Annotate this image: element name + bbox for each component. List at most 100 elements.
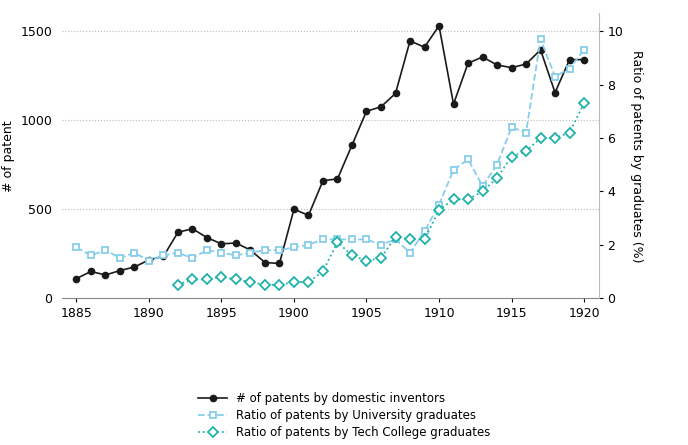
Ratio of patents by University graduates	[246, 250, 255, 255]
Ratio of patents by University graduates	[348, 237, 356, 242]
Ratio of patents by Tech College graduates	[377, 255, 385, 261]
# of patents by domestic inventors	[449, 101, 458, 107]
Ratio of patents by University graduates	[290, 245, 298, 250]
# of patents by domestic inventors	[551, 90, 559, 95]
Ratio of patents by Tech College graduates	[537, 135, 545, 141]
Ratio of patents by Tech College graduates	[189, 277, 197, 282]
# of patents by domestic inventors	[478, 54, 486, 60]
# of patents by domestic inventors	[493, 62, 501, 68]
Ratio of patents by Tech College graduates	[406, 237, 414, 242]
Ratio of patents by University graduates	[203, 247, 211, 253]
Ratio of patents by University graduates	[478, 183, 486, 189]
Ratio of patents by Tech College graduates	[435, 207, 443, 213]
# of patents by domestic inventors	[232, 240, 240, 246]
Y-axis label: Ratio of patents by graduates (%): Ratio of patents by graduates (%)	[630, 49, 643, 262]
Line: # of patents by domestic inventors: # of patents by domestic inventors	[74, 23, 587, 282]
Ratio of patents by University graduates	[551, 74, 559, 79]
# of patents by domestic inventors	[420, 44, 429, 50]
Ratio of patents by University graduates	[508, 125, 516, 130]
# of patents by domestic inventors	[130, 264, 138, 270]
# of patents by domestic inventors	[435, 23, 443, 28]
Ratio of patents by Tech College graduates	[580, 101, 588, 106]
Ratio of patents by Tech College graduates	[449, 197, 458, 202]
Ratio of patents by University graduates	[493, 162, 501, 167]
Ratio of patents by University graduates	[101, 247, 109, 253]
# of patents by domestic inventors	[566, 57, 574, 62]
# of patents by domestic inventors	[377, 104, 385, 109]
# of patents by domestic inventors	[464, 61, 472, 66]
Y-axis label: # of patent: # of patent	[2, 120, 14, 191]
# of patents by domestic inventors	[580, 57, 588, 62]
Ratio of patents by Tech College graduates	[246, 279, 255, 285]
# of patents by domestic inventors	[537, 47, 545, 53]
# of patents by domestic inventors	[290, 206, 298, 212]
# of patents by domestic inventors	[144, 257, 153, 263]
Ratio of patents by University graduates	[449, 167, 458, 173]
Ratio of patents by University graduates	[391, 237, 400, 242]
Ratio of patents by Tech College graduates	[363, 258, 371, 263]
# of patents by domestic inventors	[508, 65, 516, 70]
Ratio of patents by Tech College graduates	[464, 197, 472, 202]
Ratio of patents by University graduates	[537, 36, 545, 42]
# of patents by domestic inventors	[101, 272, 109, 278]
Ratio of patents by University graduates	[304, 242, 312, 247]
# of patents by domestic inventors	[87, 269, 95, 274]
# of patents by domestic inventors	[174, 230, 182, 235]
# of patents by domestic inventors	[406, 38, 414, 44]
Ratio of patents by Tech College graduates	[261, 282, 269, 287]
Ratio of patents by University graduates	[144, 258, 153, 263]
Ratio of patents by University graduates	[130, 250, 138, 255]
Ratio of patents by Tech College graduates	[566, 130, 574, 135]
Ratio of patents by Tech College graduates	[348, 253, 356, 258]
# of patents by domestic inventors	[72, 276, 80, 281]
# of patents by domestic inventors	[217, 241, 226, 247]
Ratio of patents by University graduates	[435, 202, 443, 207]
Ratio of patents by University graduates	[580, 47, 588, 53]
Ratio of patents by Tech College graduates	[391, 234, 400, 239]
Ratio of patents by Tech College graduates	[319, 269, 327, 274]
# of patents by domestic inventors	[203, 235, 211, 240]
Ratio of patents by Tech College graduates	[290, 279, 298, 285]
Ratio of patents by Tech College graduates	[478, 189, 486, 194]
Ratio of patents by Tech College graduates	[522, 149, 530, 154]
# of patents by domestic inventors	[189, 226, 197, 231]
# of patents by domestic inventors	[348, 142, 356, 148]
Ratio of patents by University graduates	[217, 250, 226, 255]
Ratio of patents by University graduates	[319, 237, 327, 242]
Ratio of patents by Tech College graduates	[217, 274, 226, 279]
Ratio of patents by University graduates	[232, 253, 240, 258]
# of patents by domestic inventors	[246, 247, 255, 253]
Ratio of patents by University graduates	[116, 255, 124, 261]
Ratio of patents by Tech College graduates	[420, 237, 429, 242]
Line: Ratio of patents by University graduates: Ratio of patents by University graduates	[73, 36, 588, 264]
Ratio of patents by University graduates	[261, 247, 269, 253]
Ratio of patents by University graduates	[406, 250, 414, 255]
Ratio of patents by University graduates	[72, 245, 80, 250]
Ratio of patents by University graduates	[275, 247, 283, 253]
# of patents by domestic inventors	[391, 91, 400, 96]
# of patents by domestic inventors	[261, 260, 269, 265]
Ratio of patents by Tech College graduates	[203, 277, 211, 282]
Ratio of patents by Tech College graduates	[232, 277, 240, 282]
Ratio of patents by Tech College graduates	[304, 279, 312, 285]
# of patents by domestic inventors	[116, 268, 124, 273]
# of patents by domestic inventors	[363, 109, 371, 114]
Legend: # of patents by domestic inventors, Ratio of patents by University graduates, Ra: # of patents by domestic inventors, Rati…	[198, 392, 490, 439]
Ratio of patents by University graduates	[160, 253, 168, 258]
Ratio of patents by University graduates	[420, 229, 429, 234]
Ratio of patents by University graduates	[464, 157, 472, 162]
Ratio of patents by Tech College graduates	[174, 282, 182, 287]
Ratio of patents by Tech College graduates	[275, 282, 283, 287]
Ratio of patents by Tech College graduates	[551, 135, 559, 141]
Ratio of patents by University graduates	[87, 253, 95, 258]
Ratio of patents by University graduates	[377, 242, 385, 247]
Ratio of patents by University graduates	[189, 255, 197, 261]
Ratio of patents by University graduates	[363, 237, 371, 242]
Ratio of patents by University graduates	[566, 66, 574, 71]
Ratio of patents by University graduates	[334, 237, 342, 242]
Line: Ratio of patents by Tech College graduates: Ratio of patents by Tech College graduat…	[175, 100, 588, 288]
# of patents by domestic inventors	[160, 254, 168, 259]
Ratio of patents by University graduates	[174, 250, 182, 255]
# of patents by domestic inventors	[319, 178, 327, 183]
# of patents by domestic inventors	[522, 61, 530, 67]
